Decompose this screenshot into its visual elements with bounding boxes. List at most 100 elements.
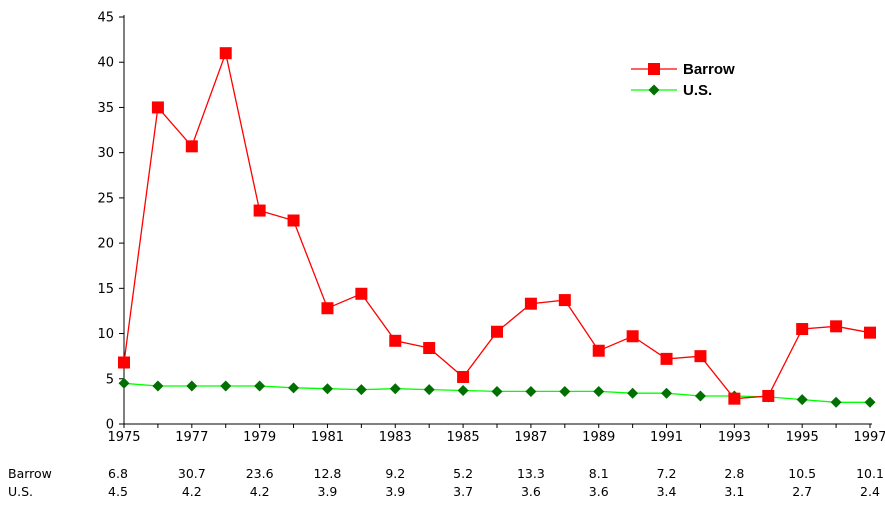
barrow-data-point (321, 302, 334, 315)
x-tick-label: 1997 (853, 430, 885, 445)
table-cell: 30.7 (178, 466, 206, 481)
barrow-data-point (762, 389, 775, 402)
series-line-barrow (123, 50, 871, 400)
us-data-point (593, 385, 605, 397)
us-data-point (389, 383, 401, 395)
barrow-data-point (491, 325, 503, 338)
barrow-data-point (694, 350, 707, 363)
us-data-point (355, 384, 367, 396)
table-cell: 3.7 (453, 484, 473, 499)
x-tick-label: 1995 (786, 430, 819, 445)
us-data-point (186, 380, 198, 392)
data-table: Barrow 6.8 30.7 23.6 12.8 9.2 5.2 13.3 8.1 7.2 2.8… (8, 466, 884, 499)
us-data-point (220, 380, 232, 392)
table-cell: 5.2 (453, 466, 473, 481)
barrow-data-point (151, 101, 164, 114)
y-tick-label: 15 (97, 282, 114, 297)
chart-legend: Barrow U.S. (631, 61, 735, 99)
table-cell: 8.1 (589, 466, 609, 481)
us-data-point (152, 380, 164, 392)
us-data-point (694, 390, 706, 402)
x-tick-label: 1989 (582, 430, 615, 445)
table-cell: 3.4 (657, 484, 677, 499)
table-cell: 3.6 (589, 484, 609, 499)
table-cell: 2.8 (724, 466, 744, 481)
y-tick-label: 10 (97, 327, 114, 342)
chart-axes: 0 5 10 15 20 25 30 35 40 45 1975 1977 1979 1981 1983 19… (97, 11, 885, 446)
y-tick-label: 25 (97, 191, 114, 206)
barrow-data-point (287, 214, 300, 227)
table-cell: 3.9 (385, 484, 405, 499)
x-tick-label: 1977 (175, 430, 208, 445)
barrow-data-point (219, 47, 232, 60)
x-tick-label: 1993 (718, 430, 751, 445)
barrow-data-point (558, 294, 571, 307)
barrow-data-point (457, 370, 470, 383)
table-cell: 10.1 (856, 466, 884, 481)
x-tick-label: 1981 (311, 430, 344, 445)
barrow-data-point (253, 204, 266, 217)
table-row-label: Barrow (8, 466, 52, 481)
table-cell: 6.8 (108, 466, 128, 481)
table-row-label: U.S. (8, 484, 33, 499)
legend-marker-barrow (648, 63, 660, 75)
chart-series (118, 47, 876, 408)
legend-marker-us (648, 84, 660, 96)
y-tick-label: 35 (97, 101, 114, 116)
barrow-data-point (864, 326, 876, 339)
table-cell: 2.7 (792, 484, 812, 499)
table-cell: 3.1 (724, 484, 744, 499)
barrow-data-point (796, 323, 809, 336)
barrow-data-point (524, 297, 537, 310)
us-data-point (559, 385, 571, 397)
us-data-point (661, 387, 673, 399)
y-tick-label: 40 (97, 56, 114, 71)
table-cell: 3.6 (521, 484, 541, 499)
barrow-data-point (423, 342, 436, 355)
x-tick-label: 1975 (107, 430, 140, 445)
x-tick-label: 1991 (650, 430, 683, 445)
us-data-point (796, 394, 808, 406)
table-cell: 3.9 (318, 484, 338, 499)
table-cell: 2.4 (860, 484, 880, 499)
us-data-point (627, 387, 639, 399)
us-data-point (864, 396, 876, 408)
table-cell: 4.2 (250, 484, 270, 499)
us-data-point (525, 385, 537, 397)
y-tick-label: 5 (106, 372, 114, 387)
us-data-point (423, 384, 435, 396)
table-cell: 4.5 (108, 484, 128, 499)
barrow-data-point (592, 344, 605, 357)
barrow-data-point (660, 352, 673, 365)
barrow-data-point (355, 287, 368, 300)
table-cell: 12.8 (314, 466, 342, 481)
table-cell: 9.2 (385, 466, 405, 481)
x-tick-label: 1983 (379, 430, 412, 445)
y-tick-label: 30 (97, 146, 114, 161)
barrow-data-point (185, 140, 198, 153)
table-cell: 4.2 (182, 484, 202, 499)
x-tick-label: 1987 (514, 430, 547, 445)
us-data-point (118, 377, 130, 389)
x-tick-label: 1985 (447, 430, 480, 445)
us-data-point (491, 385, 503, 397)
legend-label-barrow: Barrow (683, 61, 735, 78)
barrow-data-point (728, 392, 741, 405)
y-tick-label: 20 (97, 237, 114, 252)
barrow-data-point (118, 356, 130, 369)
table-cell: 13.3 (517, 466, 545, 481)
barrow-data-point (830, 320, 843, 333)
us-data-point (288, 382, 300, 394)
legend-label-us: U.S. (683, 82, 712, 99)
table-cell: 10.5 (788, 466, 816, 481)
table-cell: 7.2 (657, 466, 677, 481)
y-tick-label: 0 (106, 418, 114, 433)
x-tick-label: 1979 (243, 430, 276, 445)
table-cell: 23.6 (246, 466, 274, 481)
us-data-point (321, 383, 333, 395)
us-data-point (830, 396, 842, 408)
y-tick-label: 45 (97, 11, 114, 26)
barrow-data-point (626, 330, 639, 343)
barrow-data-point (389, 334, 402, 347)
